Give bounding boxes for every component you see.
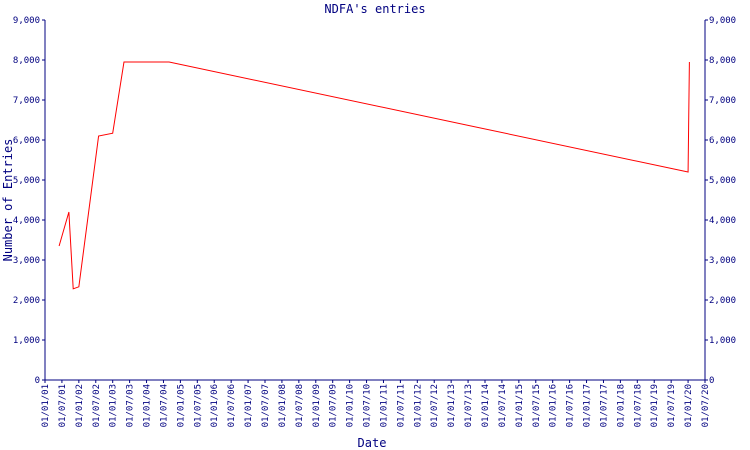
x-tick-label: 01/07/05: [193, 384, 203, 427]
y-tick-label: 3,000: [13, 256, 40, 266]
x-tick-label: 01/01/08: [278, 384, 288, 427]
x-tick-label: 01/07/08: [295, 384, 305, 427]
y-tick-label: 5,000: [13, 176, 40, 186]
y2-tick-label: 8,000: [709, 56, 736, 66]
x-tick-label: 01/07/03: [126, 384, 136, 427]
x-tick-label: 01/01/02: [75, 384, 85, 427]
y2-tick-label: 7,000: [709, 96, 736, 106]
x-tick-label: 01/07/09: [329, 384, 339, 427]
x-tick-label: 01/07/11: [396, 384, 406, 427]
x-tick-label: 01/01/16: [549, 384, 559, 427]
y-tick-label: 2,000: [13, 296, 40, 306]
y-tick-label: 8,000: [13, 56, 40, 66]
x-tick-label: 01/01/15: [515, 384, 525, 427]
y-tick-label: 7,000: [13, 96, 40, 106]
x-tick-label: 01/01/05: [176, 384, 186, 427]
y2-tick-label: 4,000: [709, 216, 736, 226]
x-tick-label: 01/01/18: [616, 384, 626, 427]
x-axis-label: Date: [358, 436, 387, 450]
x-tick-label: 01/01/07: [244, 384, 254, 427]
x-tick-label: 01/01/11: [379, 384, 389, 427]
x-tick-label: 01/07/17: [599, 384, 609, 427]
x-tick-label: 01/01/10: [346, 384, 356, 427]
x-tick-label: 01/07/19: [667, 384, 677, 427]
x-tick-label: 01/01/06: [210, 384, 220, 427]
x-tick-label: 01/01/01: [41, 384, 51, 427]
x-tick-label: 01/07/18: [633, 384, 643, 427]
x-tick-label: 01/01/04: [143, 384, 153, 427]
x-tick-label: 01/01/03: [109, 384, 119, 427]
x-tick-label: 01/01/19: [650, 384, 660, 427]
y2-tick-label: 3,000: [709, 256, 736, 266]
x-tick-label: 01/07/07: [261, 384, 271, 427]
x-tick-label: 01/07/10: [363, 384, 373, 427]
chart-title: NDFA's entries: [324, 2, 425, 16]
x-tick-label: 01/07/15: [532, 384, 542, 427]
x-tick-label: 01/07/04: [159, 384, 169, 427]
data-line: [58, 61, 690, 290]
x-tick-label: 01/07/01: [58, 384, 68, 427]
y2-tick-label: 5,000: [709, 176, 736, 186]
y-tick-label: 4,000: [13, 216, 40, 226]
y2-tick-label: 0: [709, 376, 714, 386]
x-tick-label: 01/07/16: [566, 384, 576, 427]
y2-tick-label: 6,000: [709, 136, 736, 146]
x-tick-label: 01/07/06: [227, 384, 237, 427]
x-tick-label: 01/07/13: [464, 384, 474, 427]
y-tick-label: 0: [35, 376, 40, 386]
y2-tick-label: 2,000: [709, 296, 736, 306]
x-tick-label: 01/01/13: [447, 384, 457, 427]
y-axis-label: Number of Entries: [1, 139, 15, 262]
x-tick-label: 01/07/14: [498, 384, 508, 427]
y-tick-label: 1,000: [13, 336, 40, 346]
y-tick-label: 6,000: [13, 136, 40, 146]
x-tick-label: 01/07/20: [701, 384, 711, 427]
x-tick-label: 01/01/20: [684, 384, 694, 427]
y2-tick-label: 1,000: [709, 336, 736, 346]
x-tick-label: 01/07/12: [430, 384, 440, 427]
x-tick-label: 01/07/02: [92, 384, 102, 427]
x-tick-label: 01/01/12: [413, 384, 423, 427]
x-tick-label: 01/01/17: [583, 384, 593, 427]
x-tick-label: 01/01/09: [312, 384, 322, 427]
x-tick-label: 01/01/14: [481, 384, 491, 427]
y-tick-label: 9,000: [13, 16, 40, 26]
y2-tick-label: 9,000: [709, 16, 736, 26]
